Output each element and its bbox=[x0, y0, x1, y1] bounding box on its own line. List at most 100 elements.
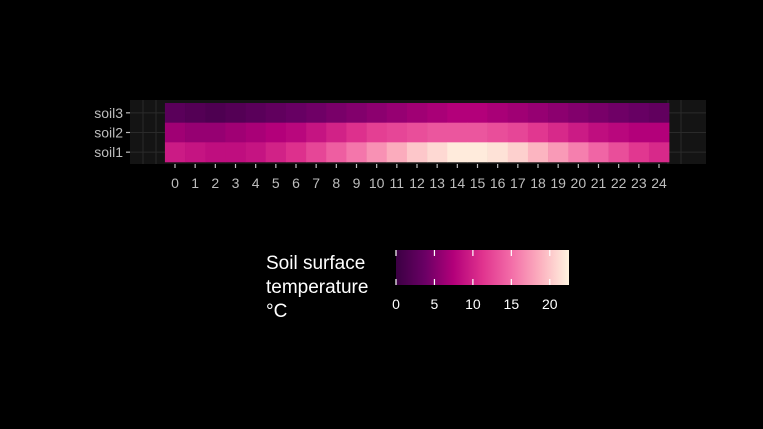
x-tick-label-7: 7 bbox=[312, 175, 320, 191]
heatmap-cell-soil3-14 bbox=[447, 103, 468, 123]
heatmap-cell-soil2-4 bbox=[245, 122, 267, 143]
heatmap-cell-soil2-24 bbox=[648, 122, 670, 143]
x-tick-label-0: 0 bbox=[171, 175, 179, 191]
x-tick-label-3: 3 bbox=[232, 175, 240, 191]
heatmap-cell-soil3-23 bbox=[628, 103, 650, 123]
heatmap-cell-soil3-12 bbox=[406, 103, 428, 123]
x-tick-label-12: 12 bbox=[409, 175, 425, 191]
legend-title-line: temperature bbox=[266, 277, 368, 298]
heatmap-cell-soil2-18 bbox=[527, 122, 549, 143]
heatmap-cell-soil1-10 bbox=[366, 142, 388, 163]
heatmap-cell-soil3-18 bbox=[527, 103, 549, 123]
heatmap-cell-soil1-2 bbox=[205, 142, 226, 163]
heatmap-cell-soil2-6 bbox=[285, 122, 307, 143]
heatmap-cell-soil1-20 bbox=[568, 142, 589, 163]
heatmap-cell-soil1-24 bbox=[648, 142, 670, 163]
heatmap-cell-soil1-15 bbox=[467, 142, 488, 163]
heatmap-cell-soil2-15 bbox=[467, 122, 488, 143]
heatmap-cell-soil1-17 bbox=[507, 142, 529, 163]
heatmap-cell-soil3-24 bbox=[648, 103, 670, 123]
heatmap-cell-soil1-12 bbox=[406, 142, 428, 163]
x-tick-label-22: 22 bbox=[611, 175, 627, 191]
heatmap-cell-soil3-0 bbox=[164, 103, 186, 123]
x-tick-label-13: 13 bbox=[429, 175, 445, 191]
heatmap-cell-soil2-21 bbox=[588, 122, 609, 143]
x-tick-label-18: 18 bbox=[530, 175, 546, 191]
legend-colorbar bbox=[396, 250, 569, 285]
x-tick-label-9: 9 bbox=[353, 175, 361, 191]
x-tick-label-23: 23 bbox=[631, 175, 647, 191]
heatmap-cell-soil2-23 bbox=[628, 122, 650, 143]
heatmap-cell-soil1-13 bbox=[427, 142, 448, 163]
heatmap-cell-soil2-19 bbox=[548, 122, 569, 143]
x-tick-label-15: 15 bbox=[470, 175, 486, 191]
heatmap-cell-soil2-20 bbox=[568, 122, 589, 143]
heatmap-cell-soil3-21 bbox=[588, 103, 609, 123]
legend: Soil surface temperature °C 0 5 10 15 20 bbox=[266, 250, 569, 322]
heatmap-cell-soil2-22 bbox=[608, 122, 630, 143]
heatmap-cell-soil3-20 bbox=[568, 103, 589, 123]
x-tick-label-17: 17 bbox=[510, 175, 526, 191]
heatmap-cell-soil3-2 bbox=[205, 103, 226, 123]
x-tick-label-14: 14 bbox=[450, 175, 466, 191]
heatmap-cell-soil3-5 bbox=[265, 103, 287, 123]
heatmap-cell-soil2-11 bbox=[386, 122, 408, 143]
heatmap-cell-soil3-15 bbox=[467, 103, 488, 123]
x-tick-label-4: 4 bbox=[252, 175, 260, 191]
legend-title-line: °C bbox=[266, 301, 287, 322]
heatmap-cell-soil2-12 bbox=[406, 122, 428, 143]
heatmap-cell-soil3-1 bbox=[185, 103, 206, 123]
heatmap-cell-soil1-5 bbox=[265, 142, 287, 163]
heatmap-cell-soil1-3 bbox=[225, 142, 246, 163]
heatmap-cell-soil3-9 bbox=[346, 103, 367, 123]
heatmap-cell-soil3-3 bbox=[225, 103, 246, 123]
heatmap-cell-soil1-11 bbox=[386, 142, 408, 163]
heatmap-cell-soil1-9 bbox=[346, 142, 367, 163]
heatmap-cell-soil2-9 bbox=[346, 122, 367, 143]
legend-tick-label-5: 5 bbox=[431, 296, 439, 312]
legend-tick-label-0: 0 bbox=[392, 296, 400, 312]
x-tick-label-20: 20 bbox=[571, 175, 587, 191]
heatmap-cell-soil2-10 bbox=[366, 122, 388, 143]
x-tick-label-1: 1 bbox=[191, 175, 199, 191]
legend-tick-label-10: 10 bbox=[465, 296, 481, 312]
heatmap-cell-soil2-5 bbox=[265, 122, 287, 143]
heatmap-cell-soil1-14 bbox=[447, 142, 468, 163]
heatmap-cell-soil3-19 bbox=[548, 103, 569, 123]
x-tick-label-8: 8 bbox=[332, 175, 340, 191]
heatmap-cell-soil1-7 bbox=[306, 142, 327, 163]
heatmap-cell-soil2-13 bbox=[427, 122, 448, 143]
heatmap-cell-soil1-4 bbox=[245, 142, 267, 163]
heatmap-cell-soil2-14 bbox=[447, 122, 468, 143]
heatmap-cell-soil3-11 bbox=[386, 103, 408, 123]
heatmap-cell-soil2-2 bbox=[205, 122, 226, 143]
heatmap-cell-soil1-19 bbox=[548, 142, 569, 163]
heatmap-tiles bbox=[164, 103, 670, 163]
heatmap-cell-soil3-13 bbox=[427, 103, 448, 123]
x-tick-label-2: 2 bbox=[211, 175, 219, 191]
x-tick-label-24: 24 bbox=[651, 175, 667, 191]
heatmap-cell-soil3-22 bbox=[608, 103, 630, 123]
heatmap-cell-soil1-16 bbox=[487, 142, 509, 163]
heatmap-cell-soil2-1 bbox=[185, 122, 206, 143]
heatmap-cell-soil3-10 bbox=[366, 103, 388, 123]
heatmap-cell-soil3-6 bbox=[285, 103, 307, 123]
heatmap-cell-soil2-17 bbox=[507, 122, 529, 143]
heatmap-cell-soil3-7 bbox=[306, 103, 327, 123]
x-tick-label-5: 5 bbox=[272, 175, 280, 191]
heatmap-cell-soil1-21 bbox=[588, 142, 609, 163]
heatmap-cell-soil3-4 bbox=[245, 103, 267, 123]
x-tick-label-11: 11 bbox=[390, 175, 405, 191]
heatmap-cell-soil1-1 bbox=[185, 142, 206, 163]
heatmap-cell-soil1-23 bbox=[628, 142, 650, 163]
heatmap-cell-soil2-3 bbox=[225, 122, 246, 143]
heatmap-cell-soil1-18 bbox=[527, 142, 549, 163]
x-tick-label-6: 6 bbox=[292, 175, 300, 191]
x-tick-label-16: 16 bbox=[490, 175, 506, 191]
legend-tick-label-20: 20 bbox=[542, 296, 558, 312]
y-tick-label-soil2: soil2 bbox=[94, 125, 123, 141]
y-tick-label-soil1: soil1 bbox=[94, 144, 123, 160]
legend-tick-label-15: 15 bbox=[504, 296, 520, 312]
heatmap-cell-soil2-8 bbox=[326, 122, 347, 143]
